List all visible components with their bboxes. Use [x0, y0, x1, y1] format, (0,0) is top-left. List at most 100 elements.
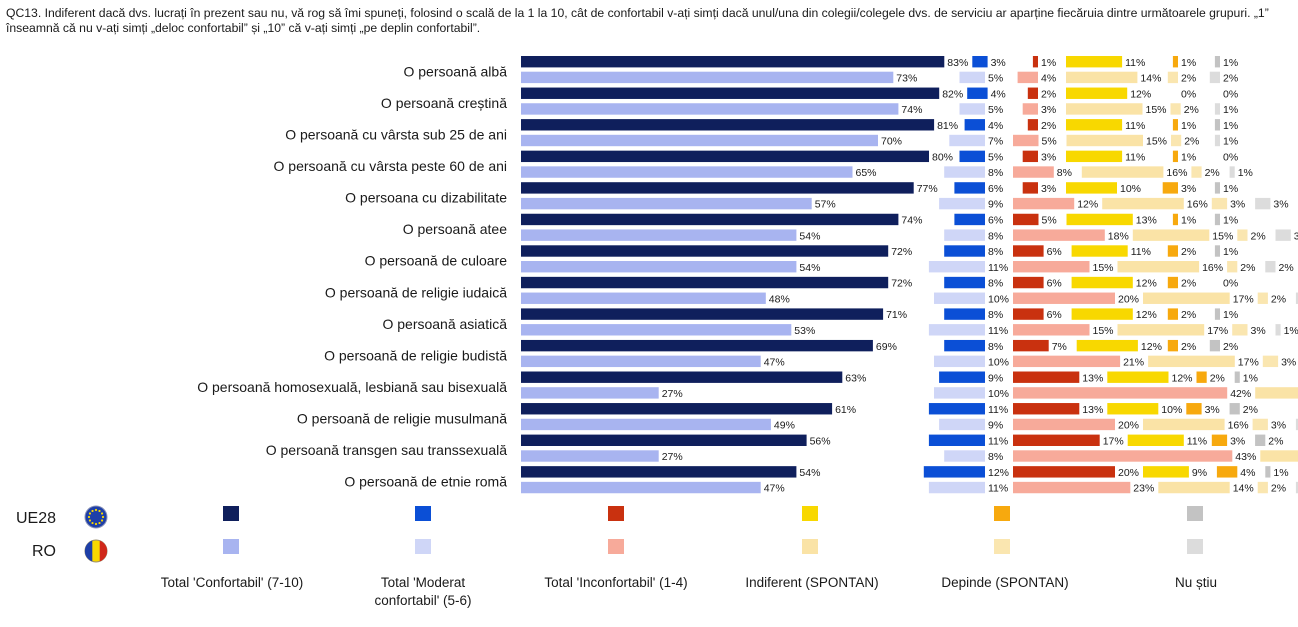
- value-label-ro: 4%: [1041, 73, 1056, 85]
- bar-ro: [521, 103, 899, 115]
- category-label: O persoană homosexuală, lesbiană sau bis…: [197, 379, 507, 395]
- value-label-ue28: 54%: [799, 467, 820, 479]
- bar-ue28: [1066, 119, 1123, 131]
- bar-ue28: [521, 339, 873, 352]
- value-label-ue28: 2%: [1268, 435, 1283, 447]
- bar-ue28: [1214, 56, 1220, 68]
- value-label-ue28: 9%: [1192, 467, 1207, 479]
- eu-flag-star: [100, 512, 104, 515]
- value-label-ro: 9%: [988, 420, 1003, 432]
- value-label-ro: 16%: [1166, 167, 1187, 179]
- bar-ue28: [1071, 276, 1133, 289]
- eu-flag-icon: [84, 505, 108, 529]
- value-label-ro: 70%: [881, 136, 902, 148]
- bar-ue28: [1127, 434, 1184, 446]
- bar-ue28: [1265, 466, 1271, 478]
- bar-ue28: [1066, 213, 1133, 226]
- value-label-ro: 16%: [1228, 420, 1249, 432]
- category-label: O persoana cu dizabilitate: [345, 190, 507, 206]
- bar-ro: [521, 481, 761, 494]
- value-label-ro: 20%: [1118, 420, 1139, 432]
- bar-ue28: [1214, 119, 1220, 131]
- bar-ue28: [1255, 434, 1266, 446]
- bar-ro: [928, 261, 985, 273]
- bar-ue28: [1172, 213, 1178, 226]
- bar-ro: [521, 418, 771, 431]
- eu-flag-star: [98, 509, 101, 513]
- bar-ro: [1148, 355, 1235, 368]
- value-label-ue28: 4%: [991, 88, 1006, 100]
- value-label-ro: 1%: [1223, 104, 1238, 116]
- value-label-ue28: 0%: [1181, 88, 1196, 100]
- bar-ro: [1143, 418, 1225, 431]
- value-label-ro: 2%: [1205, 167, 1220, 179]
- value-label-ue28: 12%: [1136, 309, 1157, 321]
- bar-ue28: [1167, 308, 1178, 320]
- value-label-ro: 2%: [1251, 230, 1266, 242]
- value-label-ue28: 1%: [1041, 57, 1056, 69]
- legend-swatch-ue28: [223, 506, 239, 521]
- value-label-ue28: 11%: [1125, 151, 1145, 163]
- value-label-ro: 2%: [1184, 104, 1199, 116]
- value-label-ue28: 1%: [1223, 246, 1238, 258]
- bar-ro: [521, 450, 659, 462]
- value-label-ro: 12%: [1077, 199, 1098, 211]
- legend-swatch-ro: [802, 539, 818, 554]
- value-label-ro: 11%: [988, 483, 1008, 495]
- bar-ue28: [944, 339, 985, 352]
- bar-ro: [944, 166, 985, 178]
- value-label-ue28: 71%: [886, 309, 907, 321]
- value-label-ro: 8%: [988, 230, 1003, 242]
- bar-ro: [1257, 481, 1268, 494]
- legend-label: Indiferent (SPONTAN): [745, 575, 878, 590]
- value-label-ue28: 2%: [1181, 309, 1196, 321]
- value-label-ro: 27%: [662, 388, 683, 400]
- bar-ro: [1227, 261, 1238, 273]
- value-label-ue28: 5%: [988, 151, 1003, 163]
- value-label-ue28: 11%: [988, 404, 1008, 416]
- bar-ue28: [1214, 213, 1220, 226]
- value-label-ue28: 82%: [942, 88, 963, 100]
- bar-ue28: [1076, 339, 1138, 352]
- bar-ro: [1257, 292, 1268, 304]
- bar-ro: [1017, 71, 1038, 84]
- bar-ro: [521, 355, 761, 368]
- value-label-ro: 3%: [1251, 325, 1266, 337]
- eu-flag-star: [94, 522, 98, 526]
- bar-ue28: [954, 213, 985, 226]
- bar-ue28: [1027, 119, 1038, 131]
- value-label-ro: 2%: [1271, 293, 1286, 305]
- value-label-ue28: 1%: [1181, 215, 1196, 227]
- bar-ro: [1013, 261, 1090, 273]
- bar-ue28: [1107, 371, 1169, 383]
- value-label-ue28: 17%: [1103, 435, 1124, 447]
- bar-ue28: [1013, 466, 1115, 478]
- value-label-ue28: 1%: [1181, 151, 1196, 163]
- romania-flag-red: [99, 540, 108, 562]
- bar-ro: [1255, 387, 1298, 399]
- bar-ro: [1158, 481, 1230, 494]
- category-label: O persoană de religie budistă: [324, 347, 507, 363]
- bar-ro: [1013, 197, 1075, 210]
- value-label-ro: 1%: [1284, 325, 1298, 337]
- bar-ue28: [521, 213, 899, 226]
- value-label-ue28: 3%: [1230, 435, 1245, 447]
- bar-ro: [949, 134, 985, 147]
- value-label-ro: 27%: [662, 451, 683, 463]
- value-label-ro: 49%: [774, 420, 795, 432]
- bar-ue28: [1234, 371, 1240, 383]
- value-label-ue28: 11%: [1187, 435, 1207, 447]
- value-label-ue28: 8%: [988, 341, 1003, 353]
- category-label: O persoană creștină: [381, 95, 507, 111]
- category-label: O persoană cu vârsta peste 60 de ani: [274, 158, 507, 174]
- bar-ue28: [1214, 182, 1220, 194]
- eu-flag-star: [94, 508, 98, 512]
- value-label-ue28: 0%: [1223, 151, 1238, 163]
- bar-ue28: [1013, 339, 1049, 352]
- bar-ue28: [954, 182, 985, 194]
- value-label-ro: 1%: [1238, 167, 1253, 179]
- bar-ro: [1262, 355, 1279, 368]
- bar-ue28: [1013, 213, 1039, 226]
- eu-flag-star: [88, 512, 92, 515]
